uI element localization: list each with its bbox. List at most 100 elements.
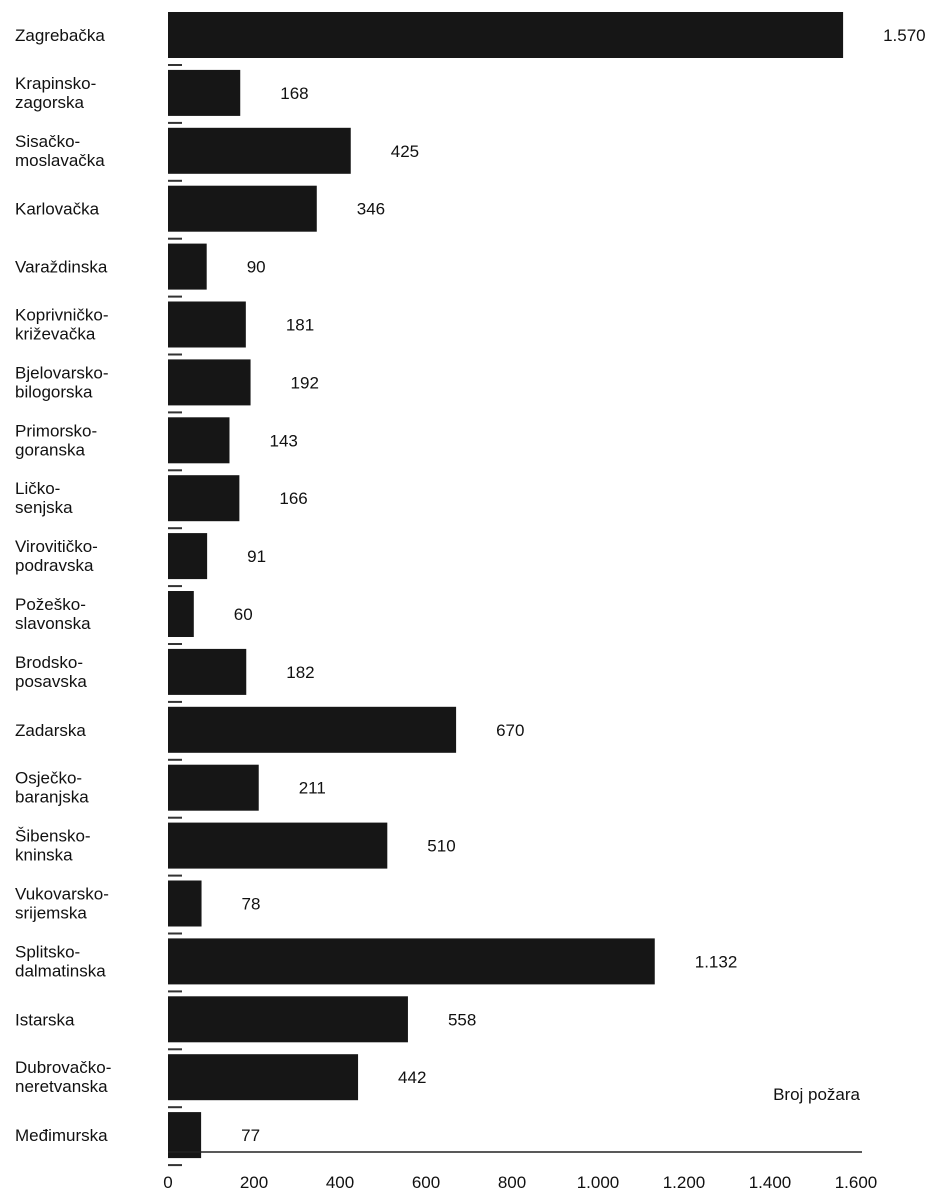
value-label-1: 1.570 — [883, 26, 926, 45]
x-tick-label-1: 0 — [163, 1173, 172, 1192]
category-label-line: Zadarska — [15, 721, 86, 740]
x-tick-label-2: 200 — [240, 1173, 268, 1192]
category-label-line: Krapinsko- — [15, 74, 96, 93]
x-tick-label-4: 600 — [412, 1173, 440, 1192]
bar-17 — [168, 938, 655, 985]
category-label-line: bilogorska — [15, 382, 93, 401]
category-label-7: Bjelovarsko-bilogorska — [15, 363, 109, 401]
x-tick-label-8: 1.400 — [749, 1173, 792, 1192]
bar-4 — [168, 185, 317, 232]
x-tick-label-6: 1.000 — [577, 1173, 620, 1192]
category-label-line: podravska — [15, 556, 94, 575]
category-label-line: Primorsko- — [15, 421, 97, 440]
category-label-line: neretvanska — [15, 1077, 108, 1096]
category-label-line: slavonska — [15, 614, 91, 633]
category-label-4: Karlovačka — [15, 200, 100, 219]
bar-19 — [168, 1054, 359, 1101]
category-label-1: Zagrebačka — [15, 26, 105, 45]
bar-16 — [168, 880, 202, 927]
value-label-20: 77 — [241, 1126, 260, 1145]
bar-10 — [168, 533, 208, 580]
value-label-2: 168 — [280, 84, 308, 103]
category-label-line: senjska — [15, 498, 73, 517]
bar-9 — [168, 475, 240, 522]
bar-3 — [168, 127, 351, 174]
category-label-5: Varaždinska — [15, 258, 108, 277]
category-label-19: Dubrovačko-neretvanska — [15, 1058, 111, 1096]
category-label-line: Ličko- — [15, 479, 60, 498]
category-label-20: Međimurska — [15, 1126, 108, 1145]
value-label-8: 143 — [269, 431, 297, 450]
category-label-9: Ličko-senjska — [15, 479, 73, 517]
value-label-19: 442 — [398, 1068, 426, 1087]
value-label-17: 1.132 — [695, 952, 738, 971]
category-label-line: Međimurska — [15, 1126, 108, 1145]
category-label-12: Brodsko-posavska — [15, 653, 87, 691]
category-label-line: srijemska — [15, 904, 87, 923]
category-label-line: Virovitičko- — [15, 537, 98, 556]
category-label-18: Istarska — [15, 1010, 75, 1029]
value-label-5: 90 — [247, 258, 266, 277]
category-label-line: Požeško- — [15, 595, 86, 614]
value-label-15: 510 — [427, 837, 455, 856]
category-label-line: Bjelovarsko- — [15, 363, 109, 382]
category-label-3: Sisačko-moslavačka — [15, 132, 105, 170]
category-label-line: Koprivničko- — [15, 306, 109, 325]
value-label-7: 192 — [291, 373, 319, 392]
category-label-line: kninska — [15, 846, 73, 865]
value-label-16: 78 — [242, 895, 261, 914]
category-label-line: Istarska — [15, 1010, 75, 1029]
bar-5 — [168, 243, 207, 290]
bar-18 — [168, 996, 408, 1043]
value-label-11: 60 — [234, 605, 253, 624]
bar-15 — [168, 822, 388, 869]
value-label-4: 346 — [357, 200, 385, 219]
bar-13 — [168, 706, 457, 753]
category-label-line: Brodsko- — [15, 653, 83, 672]
category-label-line: Šibensko- — [15, 827, 91, 846]
x-tick-label-5: 800 — [498, 1173, 526, 1192]
category-label-line: goranska — [15, 440, 85, 459]
category-label-line: Osječko- — [15, 769, 82, 788]
bar-7 — [168, 359, 251, 406]
category-label-line: posavska — [15, 672, 87, 691]
category-label-line: Dubrovačko- — [15, 1058, 111, 1077]
category-label-13: Zadarska — [15, 721, 86, 740]
bar-12 — [168, 648, 247, 695]
category-label-16: Vukovarsko-srijemska — [15, 885, 109, 923]
value-label-3: 425 — [391, 142, 419, 161]
category-label-line: zagorska — [15, 93, 85, 112]
value-label-13: 670 — [496, 721, 524, 740]
x-axis-title: Broj požara — [773, 1085, 860, 1104]
value-label-18: 558 — [448, 1010, 476, 1029]
bar-20 — [168, 1112, 202, 1159]
category-label-line: baranjska — [15, 788, 89, 807]
bar-8 — [168, 417, 230, 464]
category-label-6: Koprivničko-križevačka — [15, 306, 109, 344]
category-label-11: Požeško-slavonska — [15, 595, 91, 633]
category-label-10: Virovitičko-podravska — [15, 537, 98, 575]
bar-6 — [168, 301, 246, 348]
category-label-line: dalmatinska — [15, 961, 106, 980]
category-labels: Zagrebačka Krapinsko-zagorska Sisačko-mosl… — [15, 26, 111, 1145]
value-label-10: 91 — [247, 547, 266, 566]
value-labels: 1.570 168 425 346 90 181 192 143 166 91 60 182 670 21… — [234, 26, 926, 1145]
category-label-15: Šibensko-kninska — [15, 827, 91, 865]
category-label-line: Zagrebačka — [15, 26, 105, 45]
category-label-line: moslavačka — [15, 151, 105, 170]
value-label-14: 211 — [299, 779, 326, 798]
value-label-12: 182 — [286, 663, 314, 682]
bar-11 — [168, 591, 194, 637]
bars-layer — [168, 12, 844, 1167]
x-tick-label-7: 1.200 — [663, 1173, 706, 1192]
category-label-line: Karlovačka — [15, 200, 100, 219]
bar-14 — [168, 764, 259, 811]
category-label-line: Splitsko- — [15, 942, 80, 961]
bar-2 — [168, 69, 241, 116]
x-tick-label-3: 400 — [326, 1173, 354, 1192]
category-label-line: Varaždinska — [15, 258, 108, 277]
category-label-line: Sisačko- — [15, 132, 80, 151]
category-label-8: Primorsko-goranska — [15, 421, 97, 459]
category-label-14: Osječko-baranjska — [15, 769, 89, 807]
